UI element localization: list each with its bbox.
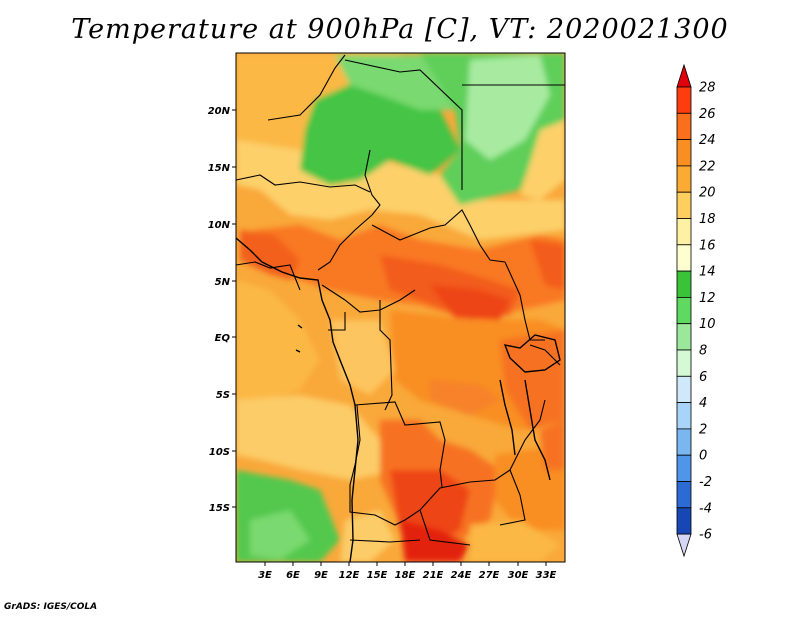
colorbar-band — [676, 428, 692, 456]
lon-tick-label: 18E — [395, 570, 416, 581]
colorbar-band — [676, 270, 692, 298]
colorbar-band — [676, 375, 692, 403]
colorbar-label: 6 — [699, 370, 707, 385]
lon-tick-label: 12E — [339, 570, 360, 581]
colorbar-bottom-triangle — [676, 533, 692, 558]
plot-title: Temperature at 900hPa [C], VT: 202002130… — [71, 14, 729, 45]
lat-tick-label: EQ — [215, 333, 231, 344]
colorbar-band — [676, 86, 692, 114]
lon-tick-label: 30E — [508, 570, 529, 581]
lat-tick-label: 10S — [209, 447, 230, 458]
map-frame — [235, 52, 566, 563]
colorbar-band — [676, 165, 692, 193]
colorbar-label: 24 — [699, 133, 716, 148]
lon-tick-label: 3E — [258, 570, 272, 581]
lon-tick-label: 24E — [451, 570, 472, 581]
temperature-field — [236, 53, 565, 562]
colorbar-band — [676, 191, 692, 219]
lon-tick-label: 9E — [314, 570, 328, 581]
lat-tick-label: 10N — [208, 220, 231, 231]
colorbar-label: 4 — [699, 396, 707, 411]
colorbar-bands — [676, 63, 692, 558]
coastline — [236, 237, 561, 562]
colorbar-label: -6 — [699, 528, 712, 543]
colorbar-band — [676, 323, 692, 351]
lat-tick-label: 20N — [208, 106, 231, 117]
colorbar-band — [676, 296, 692, 325]
colorbar-top-triangle — [676, 63, 692, 88]
lat-tick-label: 5S — [216, 390, 230, 401]
colorbar-label: 14 — [699, 265, 716, 280]
colorbar-band — [676, 507, 692, 535]
lat-tick-label: 15N — [208, 163, 231, 174]
colorbar-band — [676, 402, 692, 430]
colorbar-label: -2 — [699, 475, 712, 490]
colorbar-label: -4 — [699, 501, 712, 516]
lat-tick-label: 15S — [209, 503, 230, 514]
colorbar-label: 12 — [699, 291, 716, 306]
colorbar-band — [676, 349, 692, 377]
colorbar-label: 0 — [699, 449, 707, 464]
colorbar-band — [676, 454, 692, 482]
lon-axis: 3E 6E 9E 12E 15E 18E 21E 24E 27E 30E 33E — [258, 562, 557, 581]
colorbar-band — [676, 112, 692, 141]
colorbar-band — [676, 481, 692, 509]
lon-tick-label: 33E — [536, 570, 557, 581]
lon-tick-label: 27E — [479, 570, 500, 581]
lon-tick-label: 15E — [367, 570, 388, 581]
colorbar-band — [676, 244, 692, 272]
boundaries — [236, 54, 565, 546]
colorbar-label: 2 — [699, 422, 707, 437]
colorbar-label: 28 — [699, 81, 716, 96]
colorbar-label: 26 — [699, 107, 716, 122]
colorbar-label: 10 — [699, 317, 716, 332]
lat-tick-label: 5N — [215, 277, 231, 288]
colorbar-label: 20 — [699, 186, 716, 201]
colorbar-label: 18 — [699, 212, 716, 227]
colorbar-label: 8 — [699, 344, 707, 359]
grads-credit: GrADS: IGES/COLA — [4, 602, 98, 612]
lon-tick-label: 21E — [423, 570, 444, 581]
lon-tick-label: 6E — [286, 570, 300, 581]
colorbar-label: 16 — [699, 238, 716, 253]
colorbar-label: 22 — [699, 159, 716, 174]
colorbar-band — [676, 218, 692, 246]
lat-axis: 20N 15N 10N 5N EQ 5S 10S 15S — [208, 106, 236, 514]
colorbar-band — [676, 139, 692, 167]
